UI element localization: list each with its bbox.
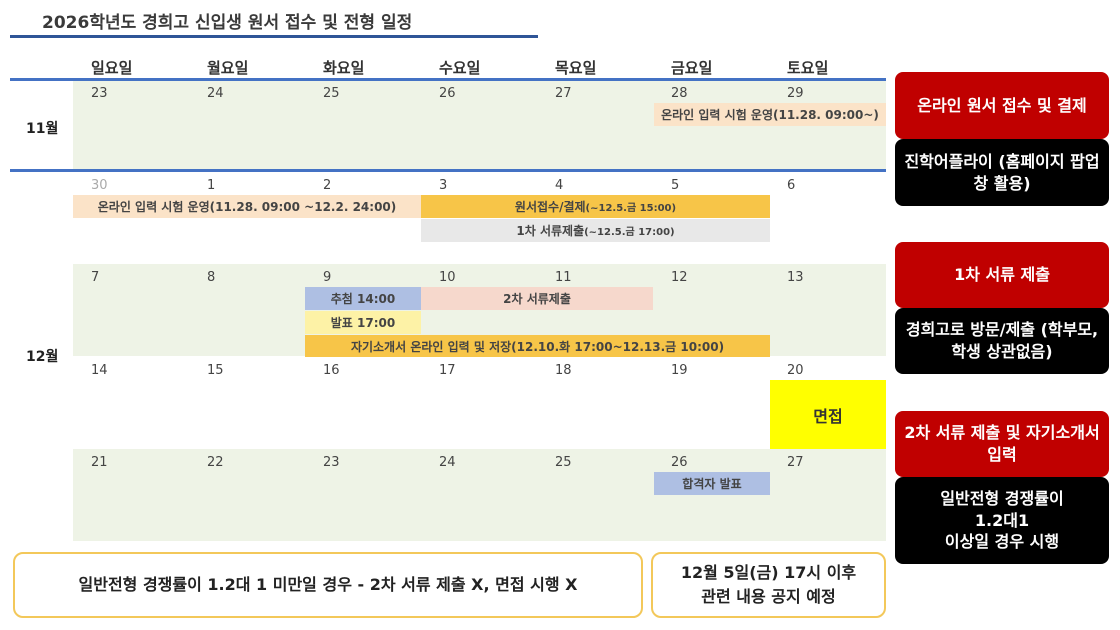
date-cell: 20 [787, 363, 804, 378]
side-box-jinhak-apply: 진학어플라이 (홈페이지 팝업창 활용) [895, 139, 1109, 206]
date-cell: 9 [323, 270, 332, 285]
event-application-deadline: (~12.5.금 15:00) [585, 203, 677, 214]
date-cell: 5 [671, 178, 680, 193]
event-online-test-nov: 온라인 입력 시험 운영(11.28. 09:00~) [654, 103, 886, 126]
date-cell: 11 [555, 270, 572, 285]
page-title: 2026학년도 경희고 신입생 원서 접수 및 전형 일정 [42, 13, 413, 33]
month-label-nov: 11월 [26, 121, 59, 137]
date-cell: 14 [91, 363, 108, 378]
weekday-sat: 토요일 [787, 59, 829, 77]
date-cell: 16 [323, 363, 340, 378]
date-cell: 15 [207, 363, 224, 378]
date-cell: 22 [207, 455, 224, 470]
event-docs1-deadline: (~12.5.금 17:00) [584, 227, 675, 238]
date-cell: 23 [91, 86, 108, 101]
date-cell: 21 [91, 455, 108, 470]
side-box-docs1: 1차 서류 제출 [895, 242, 1109, 308]
date-cell: 1 [207, 178, 216, 193]
weekday-tue: 화요일 [323, 59, 365, 77]
weekday-wed: 수요일 [439, 59, 481, 77]
note-announcement-line2: 관련 내용 공지 예정 [701, 587, 836, 606]
date-cell: 8 [207, 270, 216, 285]
date-cell: 7 [91, 270, 100, 285]
date-cell: 19 [671, 363, 688, 378]
note-competition-rate: 일반전형 경쟁률이 1.2대 1 미만일 경우 - 2차 서류 제출 X, 면접… [13, 552, 643, 618]
side-box-condition-line2: 1.2대1 [974, 510, 1030, 530]
event-interview: 면접 [770, 380, 886, 449]
header-divider [10, 78, 886, 81]
title-underline [10, 35, 538, 38]
side-box-condition: 일반전형 경쟁률이 1.2대1 이상일 경우 시행 [895, 477, 1109, 564]
weekday-fri: 금요일 [671, 59, 713, 77]
note-announcement: 12월 5일(금) 17시 이후 관련 내용 공지 예정 [651, 552, 886, 618]
side-box-docs2-essay: 2차 서류 제출 및 자기소개서 입력 [895, 411, 1109, 477]
event-pass-announce: 합격자 발표 [654, 472, 770, 495]
side-box-online-application: 온라인 원서 접수 및 결제 [895, 72, 1109, 139]
date-cell: 24 [439, 455, 456, 470]
month-label-dec: 12월 [26, 349, 59, 365]
date-cell: 23 [323, 455, 340, 470]
event-application: 원서접수/결제 (~12.5.금 15:00) [421, 195, 770, 218]
weekday-thu: 목요일 [555, 59, 597, 77]
month-divider [10, 169, 886, 172]
date-cell: 2 [323, 178, 332, 193]
date-cell: 27 [555, 86, 572, 101]
event-docs1: 1차 서류제출 (~12.5.금 17:00) [421, 219, 770, 242]
date-cell: 25 [555, 455, 572, 470]
week-row-5 [73, 449, 886, 541]
date-cell: 6 [787, 178, 796, 193]
date-cell: 3 [439, 178, 448, 193]
side-box-condition-line3: 이상일 경우 시행 [944, 532, 1060, 552]
side-box-visit-submit: 경희고로 방문/제출 (학부모, 학생 상관없음) [895, 308, 1109, 374]
date-cell: 4 [555, 178, 564, 193]
weekday-mon: 월요일 [207, 59, 249, 77]
date-cell: 17 [439, 363, 456, 378]
event-online-test-dec: 온라인 입력 시험 운영(11.28. 09:00 ~12.2. 24:00) [73, 195, 421, 218]
event-announce: 발표 17:00 [305, 311, 421, 334]
date-cell: 29 [787, 86, 804, 101]
date-cell: 13 [787, 270, 804, 285]
date-cell: 27 [787, 455, 804, 470]
date-cell: 10 [439, 270, 456, 285]
date-cell: 26 [671, 455, 688, 470]
event-lottery: 추첨 14:00 [305, 287, 421, 310]
date-cell: 30 [91, 178, 108, 193]
note-announcement-line1: 12월 5일(금) 17시 이후 [680, 563, 857, 582]
weekday-sun: 일요일 [91, 59, 133, 77]
date-cell: 18 [555, 363, 572, 378]
date-cell: 26 [439, 86, 456, 101]
event-essay: 자기소개서 온라인 입력 및 저장(12.10.화 17:00~12.13.금 … [305, 335, 770, 357]
date-cell: 24 [207, 86, 224, 101]
event-docs1-label: 1차 서류제출 [516, 224, 585, 238]
date-cell: 28 [671, 86, 688, 101]
date-cell: 12 [671, 270, 688, 285]
event-docs2: 2차 서류제출 [421, 287, 653, 310]
date-cell: 25 [323, 86, 340, 101]
side-box-condition-line1: 일반전형 경쟁률이 [940, 489, 1064, 509]
event-application-label: 원서접수/결제 [514, 200, 586, 214]
